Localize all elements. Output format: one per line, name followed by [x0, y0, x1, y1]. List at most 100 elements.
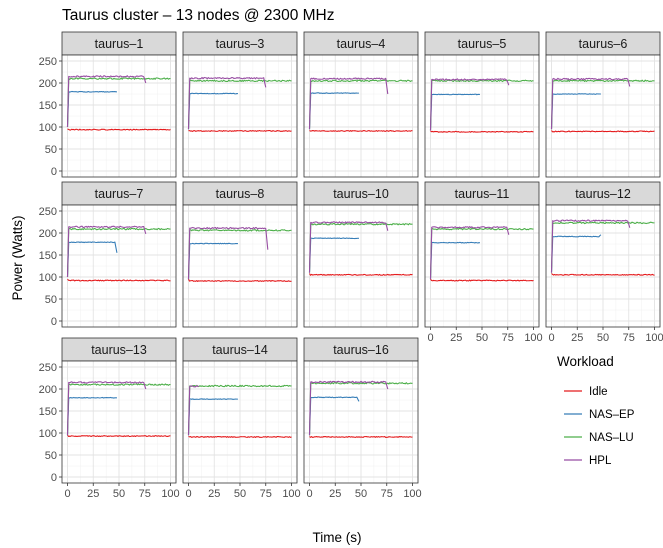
series-line-hpl	[308, 77, 389, 130]
y-tick-label: 250	[39, 362, 57, 374]
legend-label: Idle	[589, 386, 608, 398]
series-line-idle	[430, 130, 534, 133]
facet-panel: taurus–6	[545, 31, 661, 178]
facet-panel: taurus–10	[303, 181, 419, 328]
x-tick-label: 100	[282, 488, 300, 500]
series-line-hpl	[66, 225, 147, 278]
series-line-naslu	[550, 221, 655, 273]
chart-title: Taurus cluster – 13 nodes @ 2300 MHz	[62, 7, 334, 24]
x-tick-label: 0	[64, 488, 70, 500]
y-tick-label: 200	[39, 78, 57, 90]
facet-strip-label: taurus–16	[333, 343, 389, 357]
series-line-nasep	[187, 242, 238, 280]
x-tick-label: 75	[381, 488, 393, 500]
x-tick-label: 25	[87, 488, 99, 500]
series-line-nasep	[308, 237, 359, 273]
panel-border	[424, 54, 540, 178]
x-tick-label: 0	[548, 332, 554, 344]
series-line-idle	[67, 278, 171, 282]
y-tick-label: 200	[39, 384, 57, 396]
y-tick-label: 0	[51, 472, 57, 484]
series-line-naslu	[187, 79, 292, 130]
panel-border	[303, 54, 419, 178]
facet-strip-label: taurus–13	[91, 343, 147, 357]
x-tick-label: 50	[355, 488, 367, 500]
facet-panel: taurus–8	[182, 181, 298, 328]
x-tick-label: 75	[502, 332, 514, 344]
series-line-idle	[309, 435, 413, 438]
series-line-hpl	[66, 381, 147, 436]
panel-border	[61, 204, 177, 328]
y-tick-label: 100	[39, 122, 57, 134]
series-line-naslu	[308, 222, 413, 273]
legend-title: Workload	[557, 354, 614, 369]
series-line-hpl	[550, 219, 631, 273]
facet-strip-label: taurus–7	[95, 187, 144, 201]
y-tick-label: 100	[39, 272, 57, 284]
x-tick-label: 100	[161, 488, 179, 500]
x-tick-label: 100	[524, 332, 542, 344]
facet-panel: taurus–4	[303, 31, 419, 178]
x-tick-label: 100	[403, 488, 421, 500]
panel-border	[303, 204, 419, 328]
series-line-nasep	[308, 92, 359, 130]
legend-label: NAS–LU	[589, 432, 634, 444]
series-line-hpl	[66, 75, 147, 128]
series-line-naslu	[308, 382, 413, 436]
series-line-idle	[309, 129, 413, 132]
facet-strip-label: taurus–14	[212, 343, 268, 357]
facet-panel: taurus–13 0 50 100 150 200 250 0 25 50 75 100	[39, 337, 180, 500]
series-line-naslu	[429, 227, 534, 280]
panel-border	[545, 54, 661, 178]
y-tick-label: 100	[39, 428, 57, 440]
y-tick-label: 0	[51, 166, 57, 178]
series-line-nasep	[187, 398, 238, 436]
series-line-naslu	[66, 77, 171, 128]
x-tick-label: 25	[450, 332, 462, 344]
series-line-hpl	[187, 385, 199, 436]
facet-panel: taurus–5	[424, 31, 540, 178]
series-line-hpl	[429, 226, 510, 280]
series-line-nasep	[429, 93, 480, 131]
y-tick-label: 250	[39, 56, 57, 68]
facet-panel: taurus–1 0 50 100 150 200 250	[39, 31, 177, 178]
facet-panel: taurus–11 0 25 50 75 100	[424, 181, 543, 344]
series-line-idle	[551, 273, 655, 276]
series-line-hpl	[429, 78, 510, 131]
series-line-nasep	[550, 93, 601, 130]
facet-strip-label: taurus–10	[333, 187, 389, 201]
x-tick-label: 25	[329, 488, 341, 500]
series-line-nasep	[308, 396, 360, 436]
series-line-hpl	[187, 226, 269, 280]
legend-label: NAS–EP	[589, 409, 635, 421]
series-line-naslu	[308, 79, 413, 130]
panel-border	[182, 54, 298, 178]
series-line-nasep	[550, 234, 602, 273]
x-tick-label: 50	[476, 332, 488, 344]
x-tick-label: 75	[260, 488, 272, 500]
panel-border	[61, 54, 177, 178]
facet-strip-label: taurus–3	[216, 37, 265, 51]
series-line-hpl	[550, 77, 631, 130]
series-line-nasep	[66, 241, 118, 278]
facet-panel: taurus–12 0 25 50 75 100	[545, 181, 663, 344]
series-line-naslu	[187, 229, 292, 280]
x-tick-label: 0	[185, 488, 191, 500]
facet-strip-label: taurus–1	[95, 37, 144, 51]
y-tick-label: 0	[51, 316, 57, 328]
series-line-idle	[188, 435, 292, 438]
x-tick-label: 25	[571, 332, 583, 344]
y-tick-label: 50	[45, 144, 57, 156]
x-axis-title: Time (s)	[313, 530, 362, 545]
series-line-naslu	[66, 227, 171, 278]
series-line-naslu	[66, 383, 171, 436]
x-tick-label: 50	[234, 488, 246, 500]
series-line-idle	[188, 129, 292, 132]
legend: Workload Idle NAS–EP NAS–LU HPL	[557, 354, 635, 467]
facet-strip-label: taurus–6	[579, 37, 628, 51]
series-line-naslu	[187, 384, 292, 436]
facet-panel: taurus–7 0 50 100 150 200 250	[39, 181, 177, 328]
facet-panel: taurus–14 0 25 50 75 100	[182, 337, 301, 500]
